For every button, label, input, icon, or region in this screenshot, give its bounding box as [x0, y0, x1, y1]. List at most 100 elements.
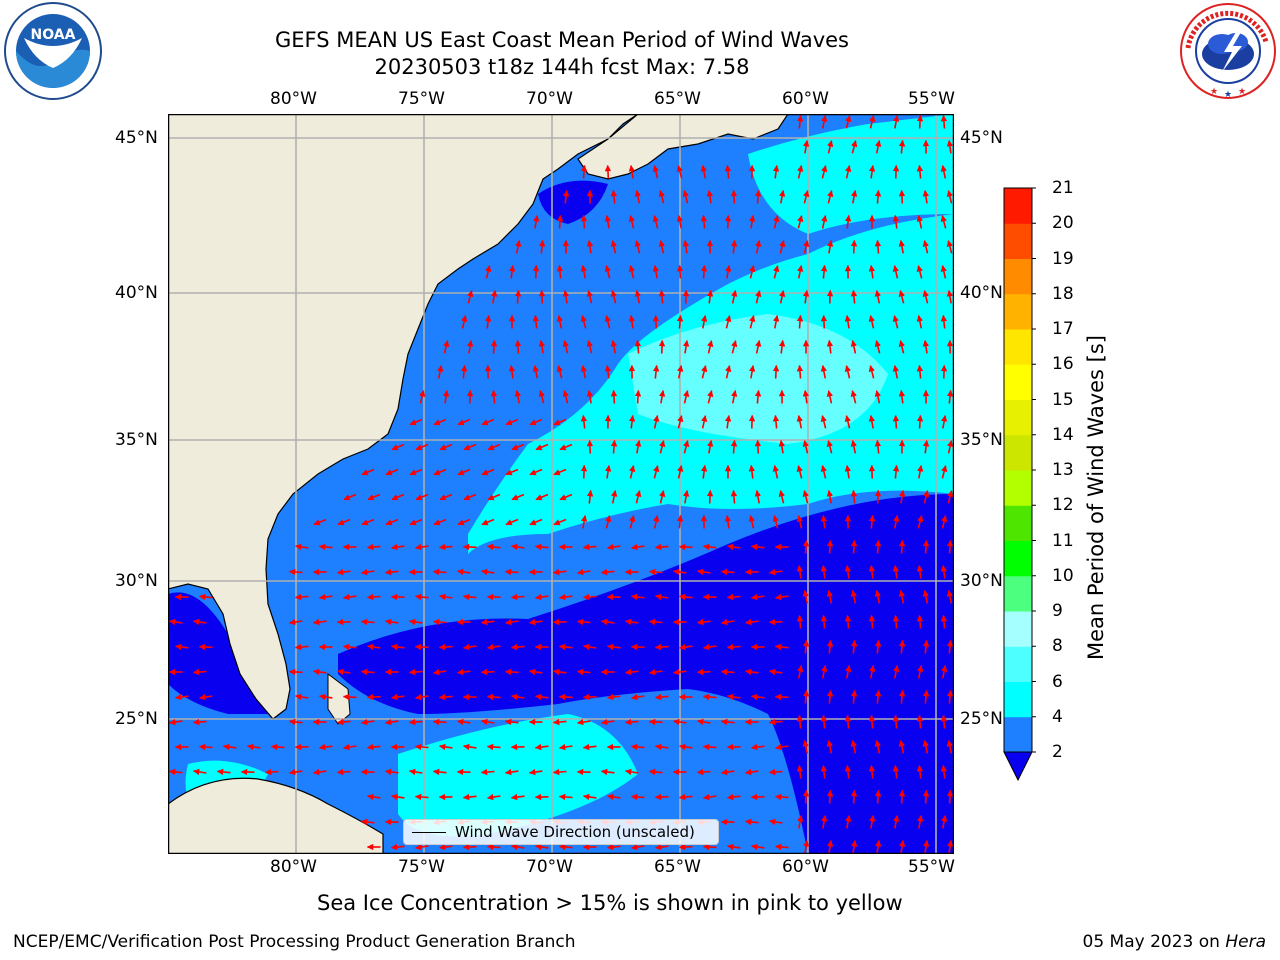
wave-direction-arrow [658, 389, 666, 404]
wave-direction-arrow [946, 739, 953, 754]
wave-direction-arrow [683, 440, 690, 454]
wave-direction-arrow [610, 339, 618, 354]
wave-direction-arrow [898, 639, 906, 654]
wave-direction-arrow [562, 340, 569, 354]
wave-direction-arrow [844, 365, 851, 379]
wave-direction-arrow [481, 468, 495, 476]
wave-direction-arrow [553, 418, 567, 426]
wave-direction-arrow [726, 543, 741, 551]
wave-direction-arrow [941, 664, 948, 679]
wave-direction-arrow [826, 689, 834, 704]
wave-direction-arrow [504, 668, 519, 676]
wave-direction-arrow [750, 743, 765, 751]
wave-direction-arrow [893, 664, 900, 679]
wave-direction-arrow [586, 239, 594, 254]
wave-direction-arrow [748, 364, 756, 379]
wave-direction-arrow [438, 643, 453, 651]
wave-direction-arrow [702, 643, 717, 651]
wave-direction-arrow [940, 114, 948, 129]
wave-direction-arrow [432, 768, 447, 776]
wave-direction-arrow [264, 768, 279, 776]
wave-direction-arrow [461, 314, 468, 329]
wave-direction-arrow [462, 543, 477, 551]
wave-direction-arrow [562, 189, 570, 204]
wave-direction-arrow [654, 743, 669, 751]
wave-direction-arrow [677, 415, 684, 429]
wave-direction-arrow [874, 189, 882, 204]
colorbar-segment [1004, 540, 1032, 577]
wave-direction-arrow [682, 489, 690, 504]
wave-direction-arrow [582, 543, 597, 551]
wave-direction-arrow [701, 365, 708, 379]
colorbar-tick-label: 13 [1052, 460, 1074, 480]
wave-direction-arrow [366, 693, 381, 701]
wave-direction-arrow [312, 618, 327, 626]
wave-direction-arrow [343, 493, 357, 501]
wave-direction-arrow [779, 290, 786, 304]
wave-direction-arrow [534, 593, 549, 601]
wave-direction-arrow [850, 439, 857, 454]
lat-label-left-30n: 30°N [115, 571, 158, 591]
wave-direction-arrow [821, 214, 828, 229]
wave-direction-arrow [336, 668, 351, 676]
wave-direction-arrow [653, 414, 660, 429]
wave-direction-arrow [438, 843, 453, 851]
wave-direction-arrow [850, 339, 857, 354]
wave-direction-arrow [802, 689, 810, 704]
wave-direction-arrow [802, 440, 809, 454]
colorbar-segment [1004, 434, 1032, 471]
wave-direction-arrow [826, 440, 833, 454]
wave-direction-arrow [946, 789, 954, 804]
wave-direction-arrow [361, 468, 375, 476]
wave-direction-arrow [700, 164, 707, 179]
colorbar-tick-label: 16 [1052, 354, 1074, 375]
wave-direction-arrow [604, 464, 612, 479]
wave-direction-arrow [486, 643, 501, 651]
wave-direction-arrow [772, 464, 779, 479]
wave-direction-arrow [456, 718, 471, 726]
wave-direction-arrow [654, 843, 669, 851]
wave-direction-arrow [610, 439, 618, 454]
wave-direction-arrow [724, 514, 732, 529]
wave-direction-arrow [630, 743, 645, 751]
wave-direction-arrow [222, 743, 237, 751]
wave-direction-arrow [659, 490, 666, 504]
wave-direction-arrow [606, 643, 621, 651]
wave-direction-arrow [768, 718, 783, 726]
wave-direction-arrow [558, 693, 573, 701]
lat-label-right-40n: 40°N [960, 283, 1003, 303]
wave-direction-arrow [700, 464, 708, 479]
wave-direction-arrow [922, 439, 930, 454]
wave-direction-arrow [720, 668, 735, 676]
wave-direction-arrow [582, 793, 597, 801]
wave-direction-arrow [658, 240, 665, 254]
wave-direction-arrow [552, 718, 567, 726]
wave-direction-arrow [868, 714, 876, 729]
wave-direction-arrow [750, 593, 765, 601]
wave-direction-arrow [868, 514, 876, 529]
wave-direction-arrow [654, 693, 669, 701]
wave-direction-arrow [318, 693, 333, 701]
wave-direction-arrow [898, 539, 906, 554]
wave-direction-arrow [600, 568, 615, 576]
wave-direction-arrow [802, 139, 810, 154]
wave-direction-arrow [916, 414, 924, 429]
wave-direction-arrow [504, 568, 519, 576]
wave-direction-arrow [508, 264, 516, 279]
wave-direction-arrow [731, 289, 738, 304]
wave-direction-arrow [850, 589, 857, 604]
wave-direction-arrow [946, 589, 953, 604]
wave-direction-arrow [916, 614, 924, 629]
wave-direction-arrow [432, 718, 447, 726]
wave-direction-arrow [462, 593, 477, 601]
wave-direction-arrow [558, 843, 573, 851]
wave-direction-arrow [850, 390, 857, 404]
lon-label-bottom-70w: 70°W [526, 857, 573, 877]
colorbar-label: Mean Period of Wind Waves [s] [1084, 335, 1108, 660]
wave-direction-arrow [414, 693, 429, 701]
wave-direction-arrow [754, 389, 762, 404]
wave-direction-arrow [610, 240, 617, 254]
colorbar-segment [1004, 716, 1032, 753]
wave-direction-arrow [803, 190, 810, 204]
wave-direction-arrow [414, 793, 429, 801]
